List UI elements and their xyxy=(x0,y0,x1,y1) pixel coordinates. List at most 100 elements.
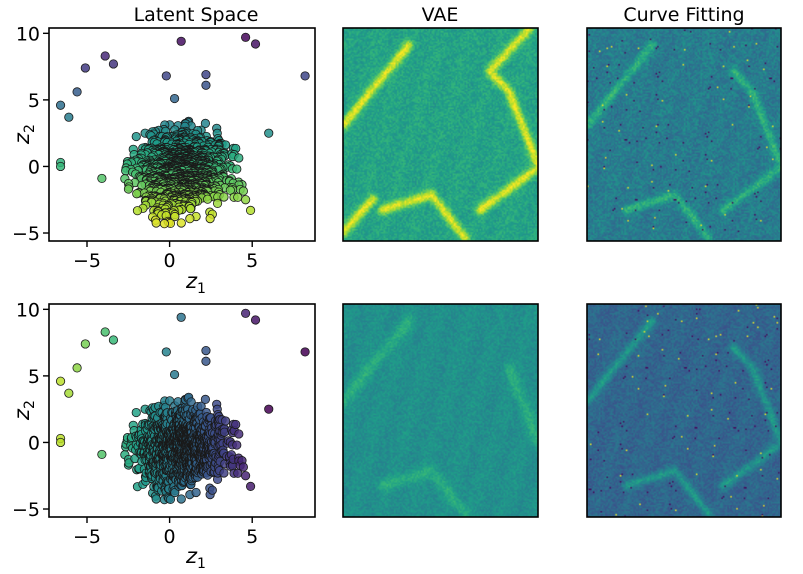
scatter-point xyxy=(233,192,243,202)
scatter-point xyxy=(55,161,66,172)
scatter-points xyxy=(55,32,310,229)
scatter-point xyxy=(200,118,210,129)
scatter-point xyxy=(176,312,186,322)
scatter-point xyxy=(151,218,161,228)
scatter-point xyxy=(169,369,180,380)
panel-title: VAE xyxy=(422,4,459,26)
plot-frame xyxy=(586,27,782,242)
scatter-point xyxy=(220,416,231,426)
scatter-point xyxy=(72,87,82,97)
scatter-point xyxy=(241,471,251,481)
scatter-point xyxy=(169,93,180,104)
scatter-point xyxy=(238,186,248,196)
plot-frame xyxy=(48,303,316,518)
scatter-point xyxy=(165,494,176,505)
scatter-point xyxy=(97,173,107,184)
plot-frame xyxy=(342,27,539,242)
scatter-point xyxy=(97,449,107,460)
heatmap-image xyxy=(343,28,538,241)
y-tick-label: 5 xyxy=(28,366,40,388)
scatter-point xyxy=(200,394,210,405)
scatter-point xyxy=(100,327,110,337)
scatter-point xyxy=(80,339,90,349)
scatter-point xyxy=(161,347,171,357)
scatter-point xyxy=(131,407,141,418)
scatter-point xyxy=(264,128,274,138)
x-axis-label: z1 xyxy=(185,544,206,572)
scatter-point xyxy=(250,315,261,325)
x-tick-label: 0 xyxy=(164,526,176,548)
scatter-point xyxy=(241,195,251,205)
scatter-point xyxy=(250,39,261,49)
plot-frame xyxy=(586,303,782,518)
scatter-point xyxy=(170,211,180,222)
scatter-point xyxy=(131,131,141,142)
scatter-point xyxy=(201,345,211,356)
scatter-point xyxy=(201,356,211,366)
latent-space-scatter-bottom: −5 0 5 −5 0 5 10 z1 z2 xyxy=(10,299,316,572)
scatter-point xyxy=(159,219,169,229)
scatter-point xyxy=(300,71,310,81)
scatter-point xyxy=(232,440,242,450)
scatter-point xyxy=(203,194,213,204)
plot-frame xyxy=(342,303,539,518)
scatter-point xyxy=(245,481,256,491)
x-axis-label: z1 xyxy=(185,269,206,297)
scatter-point xyxy=(212,198,223,209)
curve-fitting-heatmap-top: Curve Fitting xyxy=(586,4,782,242)
plot-frame xyxy=(48,27,316,242)
scatter-point xyxy=(232,164,242,174)
x-tick-label: −5 xyxy=(73,250,101,272)
scatter-point xyxy=(64,112,74,122)
scatter-point xyxy=(161,71,171,81)
panel-title: Latent Space xyxy=(134,4,259,26)
scatter-point xyxy=(123,184,134,194)
y-tick-label: 0 xyxy=(28,432,40,454)
scatter-point xyxy=(205,214,215,224)
vae-heatmap-top: VAE xyxy=(342,4,539,242)
x-tick-label: 5 xyxy=(246,526,258,548)
heatmap-image xyxy=(343,304,538,517)
axis-ticks: −5 0 5 −5 0 5 10 xyxy=(12,23,258,272)
scatter-point xyxy=(241,308,251,318)
scatter-point xyxy=(176,36,186,46)
scatter-point xyxy=(201,69,211,80)
scatter-point xyxy=(201,80,211,90)
scatter-point xyxy=(241,32,251,42)
scatter-point xyxy=(196,401,206,411)
y-tick-label: 10 xyxy=(16,23,40,45)
scatter-point xyxy=(185,214,195,224)
scatter-point xyxy=(176,218,186,228)
scatter-points xyxy=(55,308,310,505)
scatter-point xyxy=(234,429,244,439)
scatter-point xyxy=(300,347,310,357)
scatter-point xyxy=(108,335,119,345)
scatter-point xyxy=(207,485,217,495)
scatter-point xyxy=(185,204,196,214)
y-tick-label: −5 xyxy=(12,223,40,245)
scatter-point xyxy=(80,63,90,73)
x-tick-label: −5 xyxy=(73,526,101,548)
heatmap-image xyxy=(587,28,781,241)
scatter-point xyxy=(264,404,274,414)
scatter-point xyxy=(219,192,229,202)
scatter-point xyxy=(231,419,241,430)
scatter-point xyxy=(55,100,66,110)
y-tick-label: 5 xyxy=(28,90,40,112)
scatter-point xyxy=(238,462,248,472)
axis-ticks: −5 0 5 −5 0 5 10 xyxy=(12,299,258,548)
scatter-point xyxy=(108,59,119,69)
y-tick-label: −5 xyxy=(12,499,40,521)
latent-space-scatter-top: Latent Space −5 0 5 −5 0 5 10 z1 z2 xyxy=(10,4,316,297)
y-tick-label: 10 xyxy=(16,299,40,321)
scatter-point xyxy=(245,205,256,215)
scatter-point xyxy=(72,363,82,373)
curve-fitting-heatmap-bottom xyxy=(586,303,782,518)
scatter-point xyxy=(191,487,201,498)
scatter-point xyxy=(151,494,161,504)
scatter-point xyxy=(132,206,143,216)
scatter-point xyxy=(55,437,66,448)
scatter-point xyxy=(234,153,244,163)
scatter-point xyxy=(132,189,142,199)
